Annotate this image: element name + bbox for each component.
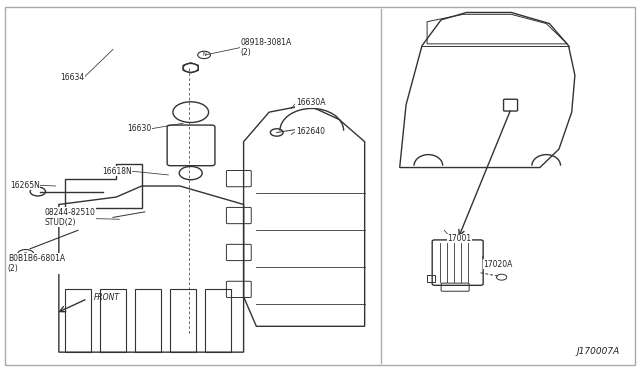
Text: 16265N: 16265N (10, 181, 40, 190)
Text: B0B1B6-6801A
(2): B0B1B6-6801A (2) (8, 254, 65, 273)
Text: 17001: 17001 (447, 234, 472, 243)
Text: B: B (24, 252, 28, 257)
Text: 08918-3081A
(2): 08918-3081A (2) (241, 38, 292, 57)
Text: 16634: 16634 (60, 73, 84, 81)
Text: 162640: 162640 (296, 127, 325, 136)
Text: FRONT: FRONT (94, 293, 120, 302)
Text: N: N (202, 52, 206, 57)
Text: 17020A: 17020A (483, 260, 513, 269)
Text: 16618N: 16618N (102, 167, 132, 176)
Text: 16630A: 16630A (296, 99, 325, 108)
Text: 08244-82510
STUD(2): 08244-82510 STUD(2) (45, 208, 96, 227)
Text: J170007A: J170007A (576, 347, 620, 356)
Text: 16630: 16630 (127, 124, 151, 133)
